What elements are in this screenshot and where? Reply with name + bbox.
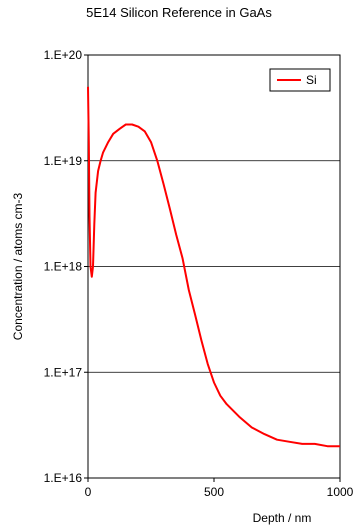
y-axis: 1.E+16 1.E+17 1.E+18 1.E+19 1.E+20 <box>44 48 88 485</box>
legend: Si <box>269 68 331 92</box>
chart-title: 5E14 Silicon Reference in GaAs <box>86 5 272 20</box>
y-tick-label: 1.E+16 <box>44 471 83 485</box>
y-tick-label: 1.E+18 <box>44 260 83 274</box>
x-axis-label: Depth / nm <box>253 511 312 525</box>
y-axis-label: Concentration / atoms cm-3 <box>11 192 25 340</box>
x-tick-label: 500 <box>204 485 224 499</box>
legend-label: Si <box>306 73 317 87</box>
y-tick-label: 1.E+17 <box>44 365 83 379</box>
grid <box>88 54 340 479</box>
x-tick-label: 0 <box>85 485 92 499</box>
series-line-si <box>87 86 340 448</box>
y-tick-label: 1.E+19 <box>44 154 83 168</box>
y-tick-label: 1.E+20 <box>44 48 83 62</box>
x-axis: 0 500 1000 <box>85 478 354 499</box>
series-layer <box>87 86 340 448</box>
x-tick-label: 1000 <box>327 485 354 499</box>
